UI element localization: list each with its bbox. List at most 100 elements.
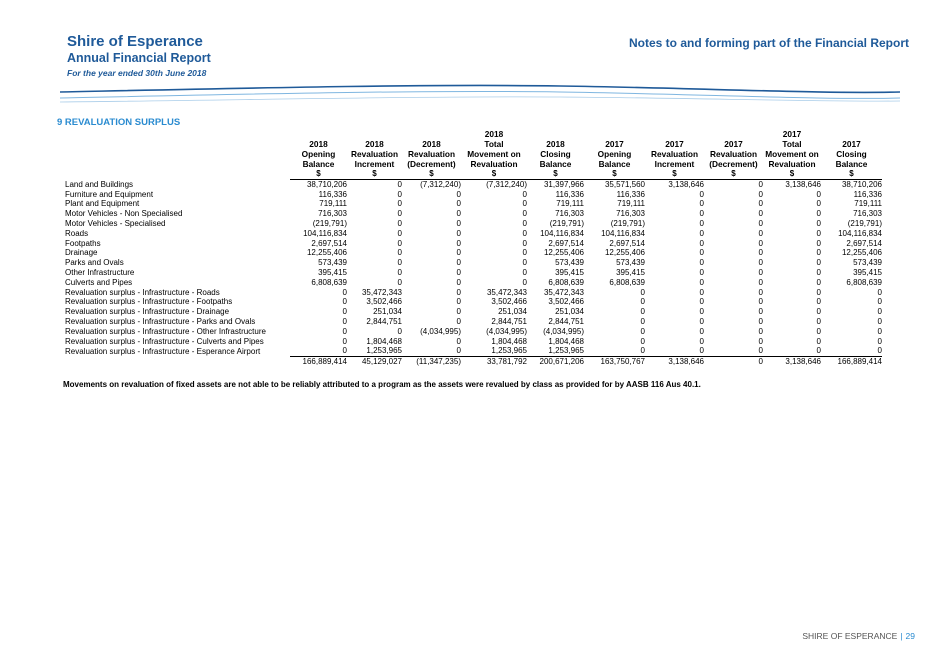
cell: 0 (456, 228, 461, 238)
cell: 0 (816, 316, 821, 326)
row-label: Motor Vehicles - Non Specialised (65, 209, 183, 219)
total-cell: 166,889,414 (290, 356, 347, 367)
cell: 0 (397, 258, 402, 268)
row-label: Revaluation surplus - Infrastructure - F… (65, 297, 233, 307)
cell: 1,804,468 (366, 336, 402, 346)
column-header-line: Revaluation (650, 149, 699, 159)
cell: 0 (456, 287, 461, 297)
cell: 0 (816, 218, 821, 228)
column-header-line: 2017 (782, 129, 802, 139)
cell: 716,303 (318, 209, 347, 219)
cell: 0 (397, 218, 402, 228)
cell: 0 (699, 228, 704, 238)
units-row: $ $ $ $ $ $ $ $ $ $ (60, 169, 882, 180)
unit: $ (290, 169, 347, 180)
cell: 0 (816, 209, 821, 219)
cell: 0 (397, 238, 402, 248)
cell: 719,111 (617, 199, 645, 209)
cell: 0 (758, 179, 763, 189)
total-row: 166,889,414 45,129,027 (11,347,235) 33,781,… (60, 356, 882, 367)
table-row: Motor Vehicles - Specialised (219,791) 0 0 0… (60, 219, 882, 229)
cell: 116,336 (853, 189, 882, 199)
cell: 0 (640, 287, 645, 297)
cell: 0 (456, 297, 461, 307)
cell: 104,116,834 (838, 228, 882, 238)
cell: 719,111 (556, 199, 584, 209)
cell: 0 (522, 258, 527, 268)
cell: 2,844,751 (491, 316, 527, 326)
row-label: Footpaths (65, 238, 101, 248)
cell: (219,791) (549, 218, 584, 228)
cell: 0 (699, 218, 704, 228)
cell: 0 (342, 326, 347, 336)
cell: 0 (522, 218, 527, 228)
cell: (219,791) (312, 218, 347, 228)
wave-decoration (59, 84, 901, 103)
column-header-line: Revaluation (350, 149, 399, 159)
table-row: Plant and Equipment 719,111 0 0 0 719,111 719,… (60, 199, 882, 209)
column-header-line: Balance (598, 159, 631, 169)
cell: 0 (640, 346, 645, 356)
column-header-line: 2017 (842, 139, 861, 149)
cell: 719,111 (319, 199, 347, 209)
cell: 0 (397, 326, 402, 336)
cell: 0 (522, 209, 527, 219)
table-row: Motor Vehicles - Non Specialised 716,303 0… (60, 209, 882, 219)
cell: 0 (816, 199, 821, 209)
cell: 0 (522, 248, 527, 258)
row-label: Revaluation surplus - Infrastructure - P… (65, 316, 256, 326)
total-cell: 3,138,646 (645, 356, 704, 367)
column-header: 2018 Total Movement on Revaluation (461, 129, 527, 169)
cell: (4,034,995) (486, 326, 527, 336)
table-row: Furniture and Equipment 116,336 0 0 0 116,336… (60, 190, 882, 200)
table-row: Roads 104,116,834 0 0 0 104,116,834 104,116,83… (60, 229, 882, 239)
row-label: Parks and Ovals (65, 258, 124, 268)
cell: 0 (699, 346, 704, 356)
cell: 0 (877, 326, 882, 336)
table-row: Revaluation surplus - Infrastructure - F… (60, 297, 882, 307)
column-header-line: 2018 (365, 139, 384, 149)
cell: 116,336 (318, 189, 347, 199)
cell: 0 (699, 248, 704, 258)
column-header: 2017 Closing Balance (821, 129, 882, 169)
column-header-line: 2017 (724, 139, 743, 149)
cell: 395,415 (616, 267, 645, 277)
header-row: 2018 Opening Balance 2018 Revaluation Increme… (60, 129, 882, 169)
cell: 2,697,514 (846, 238, 882, 248)
cell: 0 (816, 267, 821, 277)
cell: 0 (877, 307, 882, 317)
cell: 0 (877, 346, 882, 356)
cell: 0 (397, 209, 402, 219)
cell: 0 (397, 199, 402, 209)
table-row: Land and Buildings 38,710,206 0 (7,312,240)… (60, 179, 882, 189)
org-title: Shire of Esperance (67, 33, 203, 50)
cell: 3,502,466 (491, 297, 527, 307)
report-title: Annual Financial Report (67, 51, 211, 65)
cell: 0 (640, 326, 645, 336)
cell: 116,336 (616, 189, 645, 199)
column-header-line: Opening (597, 149, 632, 159)
cell: 0 (816, 258, 821, 268)
cell: 6,808,639 (609, 277, 645, 287)
cell: 395,415 (318, 267, 347, 277)
unit: $ (584, 169, 645, 180)
cell: 0 (397, 179, 402, 189)
cell: 31,397,966 (543, 179, 584, 189)
cell: 0 (758, 326, 763, 336)
cell: 3,138,646 (668, 179, 704, 189)
column-header-line: 2018 (422, 139, 441, 149)
cell: 0 (816, 287, 821, 297)
cell: 2,697,514 (548, 238, 584, 248)
cell: 0 (522, 199, 527, 209)
cell: 0 (342, 336, 347, 346)
cell: 0 (456, 218, 461, 228)
unit: $ (763, 169, 821, 180)
cell: (7,312,240) (486, 179, 527, 189)
row-label: Motor Vehicles - Specialised (65, 218, 166, 228)
cell: 0 (640, 316, 645, 326)
table-row: Revaluation surplus - Infrastructure - O… (60, 327, 882, 337)
cell: 0 (699, 189, 704, 199)
cell: 0 (699, 287, 704, 297)
cell: 0 (758, 277, 763, 287)
cell: 0 (456, 209, 461, 219)
